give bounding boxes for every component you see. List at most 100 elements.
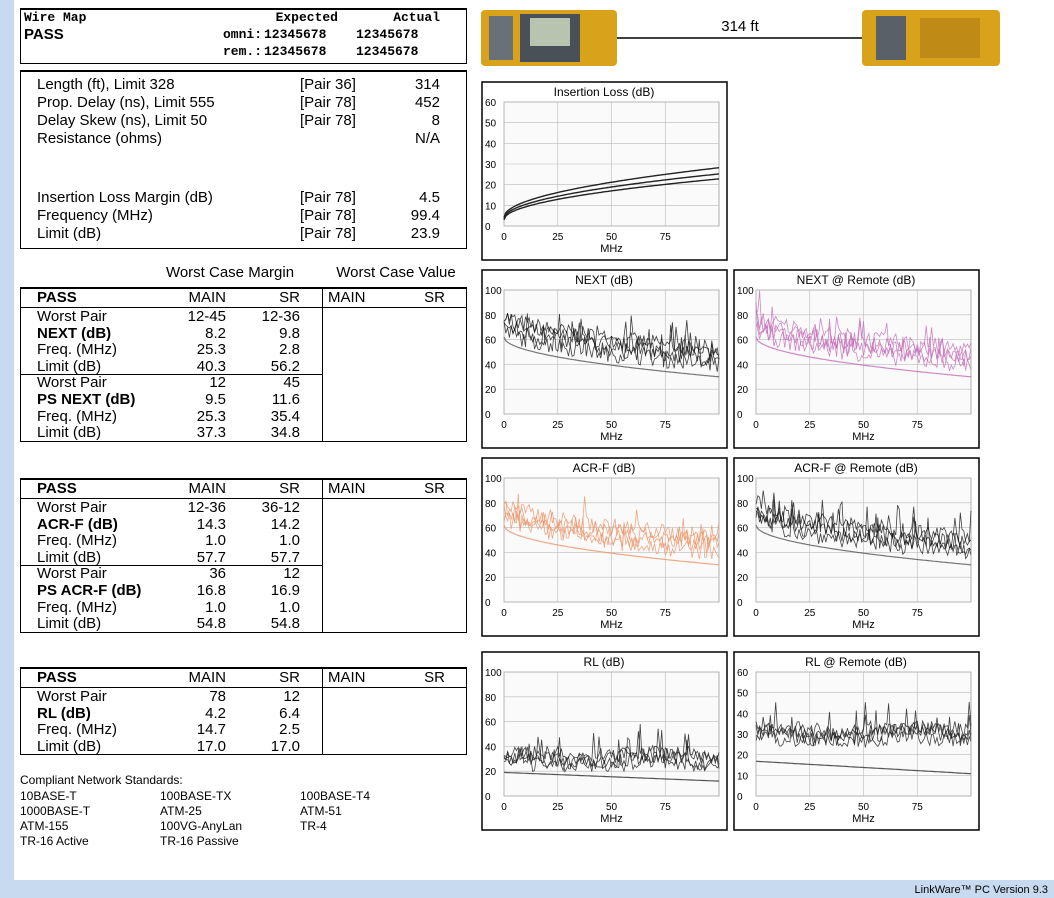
y-tick-label: 60 xyxy=(485,336,497,347)
x-axis-label: MHz xyxy=(852,813,875,825)
graphics: 314 ft Insertion Loss (dB) 0 10 20 30 40 50 60 0… xyxy=(481,10,1000,831)
summary-value: 314 xyxy=(414,76,440,93)
graph-title: NEXT (dB) xyxy=(575,273,633,287)
summary-label: Prop. Delay (ns), Limit 555 xyxy=(37,94,215,111)
x-tick-label: 75 xyxy=(660,608,672,619)
y-tick-label: 20 xyxy=(485,385,497,396)
table-group-rule xyxy=(20,374,323,376)
trace xyxy=(755,321,972,367)
limit-trace xyxy=(755,336,972,378)
trace xyxy=(503,731,720,773)
margin-header: Worst Case Margin xyxy=(165,264,295,281)
trace xyxy=(503,500,720,551)
row-sr: 57.7 xyxy=(270,548,300,566)
trace xyxy=(755,302,972,372)
y-tick-label: 100 xyxy=(485,474,502,485)
row-label: NEXT (dB) xyxy=(37,324,112,342)
y-tick-label: 40 xyxy=(485,139,497,150)
y-tick-label: 100 xyxy=(737,286,754,297)
row-label: PS NEXT (dB) xyxy=(37,391,136,408)
row-label: Limit (dB) xyxy=(37,737,102,755)
footer-band: LinkWare™ PC Version 9.3 xyxy=(0,880,1054,898)
trace xyxy=(503,167,720,218)
row-label: Freq. (MHz) xyxy=(37,598,117,616)
x-tick-label: 0 xyxy=(501,608,507,619)
row-label: Worst Pair xyxy=(37,688,107,705)
trace xyxy=(755,306,972,362)
y-tick-label: 40 xyxy=(737,548,749,559)
y-tick-label: 10 xyxy=(737,771,749,782)
col-expected: Expected xyxy=(275,10,338,25)
table-header-rule xyxy=(20,498,467,499)
standard: 100BASE-T4 xyxy=(300,789,371,803)
summary-label: Delay Skew (ns), Limit 50 xyxy=(37,112,208,129)
wire-label: rem.: xyxy=(222,44,262,59)
device-screen xyxy=(530,18,570,46)
device-remote-face xyxy=(876,16,906,60)
y-tick-label: 60 xyxy=(737,336,749,347)
row-label: PS ACR-F (dB) xyxy=(37,582,142,599)
standard: 100BASE-TX xyxy=(160,789,232,803)
summary-label: Insertion Loss Margin (dB) xyxy=(37,189,213,206)
table-header: PASS xyxy=(37,480,77,497)
y-tick-label: 80 xyxy=(485,693,497,704)
table-header: SR xyxy=(424,480,445,497)
standard: 100VG-AnyLan xyxy=(160,819,243,833)
row-main: 16.8 xyxy=(196,582,226,599)
trace xyxy=(755,703,972,747)
row-main: 9.5 xyxy=(205,391,226,408)
y-tick-label: 0 xyxy=(485,222,491,233)
summary-box xyxy=(20,70,467,249)
row-sr: 2.5 xyxy=(279,721,300,739)
y-tick-label: 50 xyxy=(485,119,497,130)
row-main: 25.3 xyxy=(196,407,226,425)
row-label: Freq. (MHz) xyxy=(37,721,117,739)
wire-map-title: Wire Map xyxy=(24,10,87,25)
trace xyxy=(503,734,720,772)
table-header: MAIN xyxy=(188,289,227,306)
row-label: Freq. (MHz) xyxy=(37,532,117,550)
wire-actual: 12345678 xyxy=(356,27,419,42)
y-tick-label: 80 xyxy=(485,311,497,322)
row-label: Limit (dB) xyxy=(37,424,102,442)
x-tick-label: 25 xyxy=(552,420,564,431)
y-tick-label: 0 xyxy=(485,598,491,609)
summary-value: 452 xyxy=(414,94,440,111)
x-tick-label: 75 xyxy=(912,420,924,431)
row-sr: 45 xyxy=(283,374,300,392)
row-main: 12 xyxy=(209,374,226,392)
row-main: 36 xyxy=(209,565,226,583)
y-tick-label: 0 xyxy=(485,410,491,421)
y-tick-label: 40 xyxy=(485,548,497,559)
table-box xyxy=(20,478,467,633)
x-tick-label: 25 xyxy=(552,232,564,243)
row-main: 78 xyxy=(209,688,226,705)
limit-trace xyxy=(755,760,972,775)
summary-pair: [Pair 78] xyxy=(300,225,356,242)
y-tick-label: 30 xyxy=(485,160,497,171)
summary-label: Limit (dB) xyxy=(37,225,102,242)
y-tick-label: 20 xyxy=(485,767,497,778)
row-sr: 12 xyxy=(283,565,300,583)
row-label: Worst Pair xyxy=(37,565,107,583)
standard: 10BASE-T xyxy=(20,789,77,803)
limit-trace xyxy=(755,524,972,566)
summary-pair: [Pair 78] xyxy=(300,207,356,224)
table-header-rule xyxy=(20,687,467,688)
y-tick-label: 40 xyxy=(485,360,497,371)
row-sr: 12 xyxy=(283,688,300,705)
table-header: PASS xyxy=(37,669,77,686)
table-header: SR xyxy=(279,480,300,497)
row-label: Limit (dB) xyxy=(37,357,102,375)
summary-pair: [Pair 78] xyxy=(300,112,356,129)
row-sr: 34.8 xyxy=(270,424,300,442)
trace xyxy=(503,313,720,372)
trace xyxy=(755,702,972,748)
y-tick-label: 30 xyxy=(737,730,749,741)
summary-pair: [Pair 78] xyxy=(300,189,356,206)
y-tick-label: 100 xyxy=(485,668,502,679)
cable-length: 314 ft xyxy=(721,18,759,35)
x-tick-label: 75 xyxy=(660,232,672,243)
row-main: 37.3 xyxy=(196,424,226,442)
row-label: ACR-F (dB) xyxy=(37,515,118,533)
